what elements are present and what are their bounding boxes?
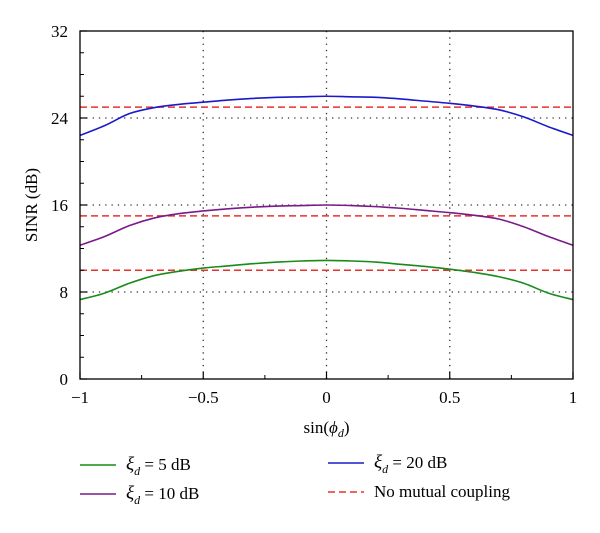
x-tick-label: 1: [569, 388, 578, 407]
legend-label-3: No mutual coupling: [374, 482, 510, 501]
x-axis-label: sin(ϕd): [304, 418, 350, 440]
legend-label-0: ξd = 5 dB: [126, 454, 191, 478]
series-line-2: [79, 95, 574, 137]
x-tick-label: 0.5: [439, 388, 460, 407]
series-line-1: [79, 204, 574, 246]
series-line-0: [79, 259, 574, 301]
y-tick-label: 8: [60, 283, 69, 302]
legend-label-2: ξd = 20 dB: [374, 452, 447, 476]
axis-ticks: [79, 30, 574, 380]
tick-labels: −1 −0.5 0 0.5 1 0 8 16 24 32: [51, 22, 577, 407]
y-tick-label: 24: [51, 109, 69, 128]
series-lines: [79, 95, 574, 301]
legend: ξd = 5 dB ξd = 10 dB ξd = 20 dB No mutual c…: [80, 452, 510, 507]
x-tick-label: 0: [322, 388, 331, 407]
y-tick-label: 16: [51, 196, 68, 215]
y-tick-label: 0: [60, 370, 69, 389]
x-tick-label: −0.5: [188, 388, 219, 407]
x-tick-label: −1: [71, 388, 89, 407]
y-tick-label: 32: [51, 22, 68, 41]
y-axis-label: SINR (dB): [22, 168, 41, 242]
legend-label-1: ξd = 10 dB: [126, 483, 199, 507]
